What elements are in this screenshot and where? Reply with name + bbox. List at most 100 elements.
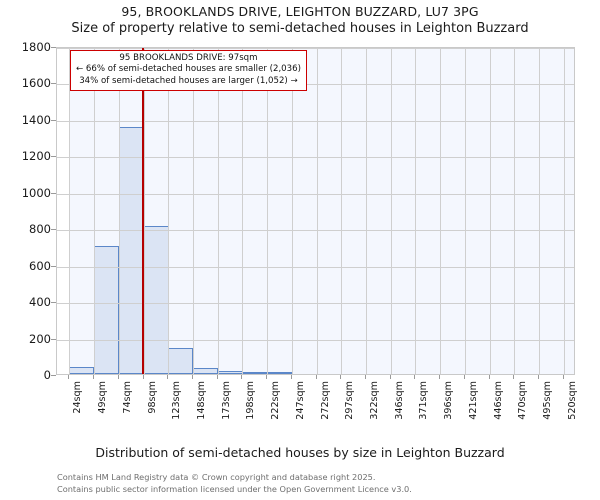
x-axis-tick-mark — [563, 375, 564, 379]
gridline-horizontal — [57, 84, 574, 85]
y-axis-tick-label: 1600 — [21, 76, 51, 91]
y-axis-tick-mark — [51, 375, 56, 376]
x-axis-tick-label: 173sqm — [220, 381, 232, 420]
y-axis-tick-label: 400 — [29, 295, 51, 310]
histogram-bar — [119, 127, 144, 374]
gridline-vertical — [415, 48, 416, 374]
chart-footer: Contains HM Land Registry data © Crown c… — [57, 472, 412, 495]
histogram-bar — [69, 366, 94, 374]
y-axis-tick-label: 1000 — [21, 185, 51, 200]
gridline-vertical — [391, 48, 392, 374]
gridline-horizontal — [57, 267, 574, 268]
x-axis-tick-label: 98sqm — [146, 381, 158, 414]
gridline-vertical — [564, 48, 565, 374]
x-axis-tick-mark — [93, 375, 94, 379]
histogram-bar — [218, 370, 243, 374]
gridline-horizontal — [57, 340, 574, 341]
annotation-line-1: 95 BROOKLANDS DRIVE: 97sqm — [119, 53, 258, 63]
histogram-bar — [193, 367, 218, 374]
plot-left-band — [57, 48, 70, 374]
x-axis-tick-label: 421sqm — [467, 381, 479, 420]
gridline-vertical — [94, 48, 95, 374]
x-axis-tick-label: 396sqm — [443, 381, 455, 420]
gridline-vertical — [168, 48, 169, 374]
y-axis-tick-mark — [51, 339, 56, 340]
x-axis-tick-label: 297sqm — [344, 381, 356, 420]
x-axis-tick-mark — [340, 375, 341, 379]
annotation-line-2: ← 66% of semi-detached houses are smalle… — [76, 64, 301, 75]
histogram-bar — [94, 246, 119, 374]
gridline-vertical — [292, 48, 293, 374]
gridline-vertical — [267, 48, 268, 374]
y-axis-tick-mark — [51, 83, 56, 84]
x-axis-tick-label: 74sqm — [121, 381, 133, 414]
gridline-vertical — [119, 48, 120, 374]
gridline-vertical — [490, 48, 491, 374]
x-axis-tick-label: 371sqm — [418, 381, 430, 420]
histogram-bar — [267, 372, 292, 374]
gridline-vertical — [69, 48, 70, 374]
bars-container — [57, 48, 574, 374]
y-axis-tick-mark — [51, 266, 56, 267]
y-axis-tick-label: 1400 — [21, 112, 51, 127]
x-axis-label: Distribution of semi-detached houses by … — [95, 445, 505, 460]
annotation-line-3: 34% of semi-detached houses are larger (… — [79, 75, 298, 86]
x-axis-tick-label: 148sqm — [195, 381, 207, 420]
x-axis-tick-label: 123sqm — [171, 381, 183, 420]
x-axis-tick-label: 470sqm — [517, 381, 529, 420]
x-axis-tick-mark — [464, 375, 465, 379]
x-axis-tick-mark — [68, 375, 69, 379]
gridline-horizontal — [57, 194, 574, 195]
x-axis-tick-mark — [167, 375, 168, 379]
x-axis-tick-label: 198sqm — [245, 381, 257, 420]
x-axis-tick-mark — [217, 375, 218, 379]
y-axis-tick-mark — [51, 302, 56, 303]
x-axis-tick-mark — [390, 375, 391, 379]
chart-title: 95, BROOKLANDS DRIVE, LEIGHTON BUZZARD, … — [121, 4, 479, 19]
x-axis-tick-mark — [143, 375, 144, 379]
histogram-bar — [242, 372, 267, 374]
histogram-bar — [168, 347, 193, 374]
y-axis-tick-mark — [51, 156, 56, 157]
gridline-vertical — [514, 48, 515, 374]
x-axis-tick-label: 272sqm — [319, 381, 331, 420]
gridline-horizontal — [57, 48, 574, 49]
x-axis-tick-mark — [316, 375, 317, 379]
x-axis-tick-label: 322sqm — [368, 381, 380, 420]
gridline-vertical — [218, 48, 219, 374]
gridline-horizontal — [57, 121, 574, 122]
y-axis-tick-mark — [51, 120, 56, 121]
footer-line-2: Contains public sector information licen… — [57, 483, 412, 494]
gridline-vertical — [341, 48, 342, 374]
x-axis-tick-label: 247sqm — [294, 381, 306, 420]
y-axis-tick-mark — [51, 193, 56, 194]
gridline-horizontal — [57, 303, 574, 304]
x-axis-tick-label: 446sqm — [492, 381, 504, 420]
gridline-vertical — [317, 48, 318, 374]
chart-subtitle: Size of property relative to semi-detach… — [71, 21, 529, 36]
gridline-vertical — [440, 48, 441, 374]
y-axis-tick-label: 800 — [29, 222, 51, 237]
x-axis-tick-label: 24sqm — [72, 381, 84, 414]
x-axis-tick-mark — [266, 375, 267, 379]
x-axis-tick-label: 495sqm — [541, 381, 553, 420]
x-axis-tick-label: 520sqm — [566, 381, 578, 420]
y-axis-tick-mark — [51, 47, 56, 48]
plot-area — [56, 47, 575, 375]
histogram-bar — [144, 225, 169, 374]
x-axis-tick-mark — [192, 375, 193, 379]
y-axis-tick-label: 600 — [29, 258, 51, 273]
gridline-vertical — [465, 48, 466, 374]
gridline-horizontal — [57, 230, 574, 231]
x-axis-tick-mark — [538, 375, 539, 379]
x-axis-tick-label: 222sqm — [270, 381, 282, 420]
x-axis-tick-mark — [414, 375, 415, 379]
gridline-vertical — [144, 48, 145, 374]
x-axis-tick-mark — [118, 375, 119, 379]
gridline-vertical — [193, 48, 194, 374]
x-axis-tick-mark — [439, 375, 440, 379]
footer-line-1: Contains HM Land Registry data © Crown c… — [57, 472, 376, 482]
gridline-horizontal — [57, 157, 574, 158]
y-axis-tick-label: 0 — [43, 368, 51, 382]
